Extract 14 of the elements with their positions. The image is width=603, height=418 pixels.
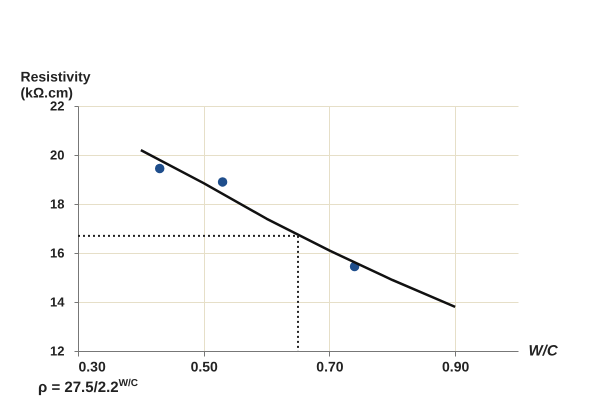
y-tick-label: 18 [50,196,64,212]
x-tick-label: 0.50 [190,358,218,374]
y-tick-label: 20 [50,148,64,162]
x-tick-label: 0.90 [442,358,470,374]
y-axis-title: Resistivity (kΩ.cm) [20,68,91,100]
y-tick-label: 12 [50,344,64,358]
y-tick-label: 14 [50,294,66,310]
line-series [140,148,456,308]
y-tick-label: 22 [50,98,64,114]
y-tick-label: 16 [50,246,64,260]
x-axis-title: W/C [528,342,559,360]
text: ρ = 27.5/2.2$^{W/C}$ [38,378,138,396]
x-tick-label: 0.70 [316,358,344,374]
x-tick-label: 0.30 [78,358,106,374]
